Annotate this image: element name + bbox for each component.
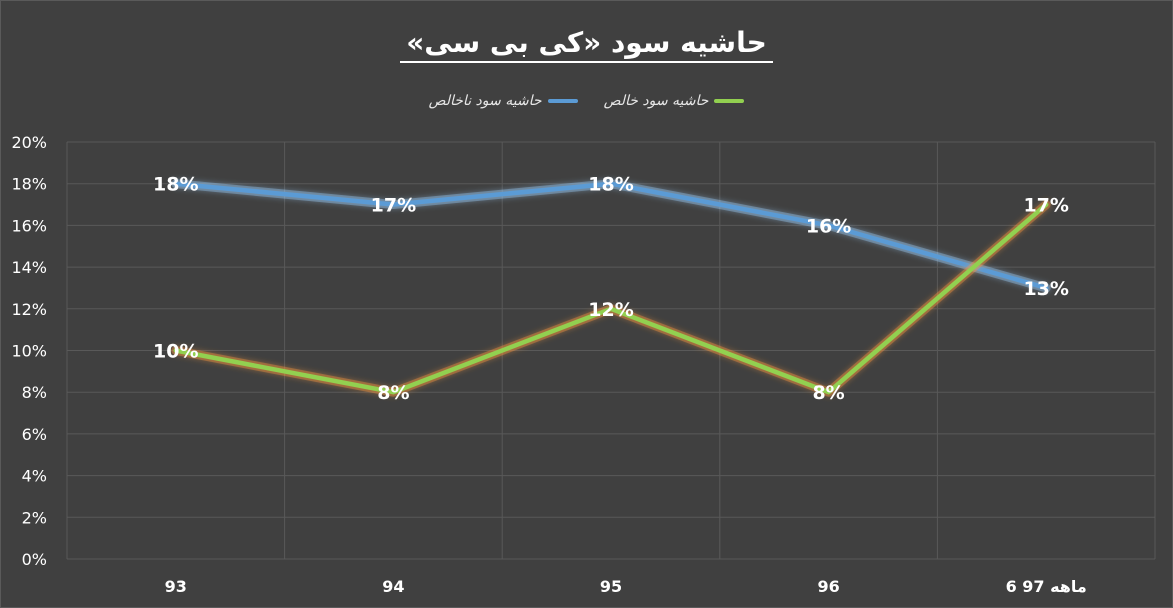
data-label-gross: 17% [371,195,416,217]
x-tick-label: 94 [382,577,404,596]
y-tick-label: 10% [11,342,47,361]
y-tick-label: 2% [22,508,47,527]
y-tick-label: 12% [11,300,47,319]
legend-swatch-gross [547,99,578,103]
legend: حاشیه سود ناخالص حاشیه سود خالص [0,93,1173,109]
legend-label-gross: حاشیه سود ناخالص [428,93,542,109]
data-label-gross: 16% [806,215,851,237]
legend-item-net: حاشیه سود خالص [604,93,745,109]
y-tick-label: 14% [11,258,47,277]
y-tick-label: 6% [22,425,47,444]
y-tick-label: 8% [22,383,47,402]
x-tick-label: 93 [165,577,187,596]
data-label-net: 8% [377,382,409,404]
chart-title-text: حاشیه سود «کی بی سی» [400,26,773,63]
data-label-net: 12% [588,299,633,321]
data-label-gross: 18% [588,174,633,196]
legend-item-gross: حاشیه سود ناخالص [429,93,578,109]
data-label-net: 10% [153,341,198,363]
y-tick-label: 4% [22,467,47,486]
series-glow [171,179,1051,293]
legend-swatch-net [714,99,745,103]
y-tick-label: 20% [11,133,47,152]
series-line-net [173,202,1049,395]
y-tick-label: 18% [11,175,47,194]
data-label-net: 8% [812,382,844,404]
data-label-net: 17% [1023,195,1068,217]
y-tick-label: 0% [22,550,47,569]
series-line-gross [173,181,1049,291]
data-label-gross: 18% [153,174,198,196]
x-tick-label: 6 ماهه 97 [1006,577,1087,596]
y-tick-label: 16% [11,216,47,235]
x-tick-label: 95 [600,577,622,596]
legend-label-net: حاشیه سود خالص [603,93,709,109]
chart-title: حاشیه سود «کی بی سی» [0,26,1173,63]
data-label-gross: 13% [1023,278,1068,300]
x-tick-label: 96 [817,577,839,596]
